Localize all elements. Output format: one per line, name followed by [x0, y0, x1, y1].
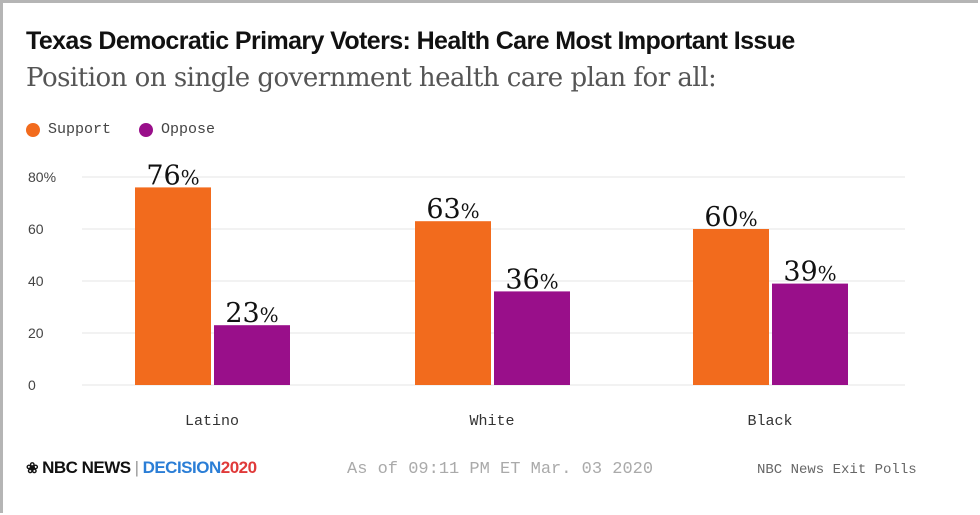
- x-tick-label: White: [469, 413, 514, 430]
- timestamp: As of 09:11 PM ET Mar. 03 2020: [347, 460, 654, 479]
- y-tick-label: 20: [28, 325, 44, 341]
- data-label: 39%: [783, 257, 836, 288]
- data-label: 36%: [505, 264, 558, 295]
- footer-logo: ❀ NBC NEWS | DECISION2020: [26, 458, 257, 478]
- legend-label-oppose: Oppose: [161, 121, 216, 138]
- bar-support: [693, 229, 769, 385]
- data-label: 23%: [225, 298, 278, 329]
- legend-item-support: Support: [26, 121, 111, 138]
- bar-support: [135, 187, 211, 385]
- y-tick-label: 40: [28, 273, 44, 289]
- decision-2020-logo: DECISION2020: [142, 458, 258, 478]
- bar-oppose: [772, 283, 848, 385]
- decision-year: 2020: [220, 458, 257, 477]
- bar-oppose: [494, 291, 570, 385]
- brand-separator: |: [134, 458, 139, 477]
- x-tick-label: Latino: [185, 413, 239, 430]
- legend-swatch-support: [26, 122, 40, 137]
- data-label: 76%: [146, 160, 199, 191]
- x-tick-label: Black: [747, 413, 792, 430]
- nbc-news-logo: ❀ NBC NEWS |: [26, 458, 139, 478]
- data-label: 60%: [704, 202, 757, 233]
- bar-oppose: [214, 325, 290, 385]
- legend-label-support: Support: [48, 121, 112, 138]
- y-tick-label: 0: [28, 377, 36, 393]
- peacock-icon: ❀: [26, 460, 39, 477]
- chart-subtitle: Position on single government health car…: [26, 63, 717, 93]
- brand-name: NBC NEWS: [42, 458, 131, 477]
- legend: Support Oppose: [26, 121, 215, 138]
- bar-support: [415, 221, 491, 385]
- legend-swatch-oppose: [139, 122, 154, 137]
- source-note: NBC News Exit Polls: [757, 462, 917, 478]
- y-tick-label: 80%: [28, 169, 56, 185]
- data-label: 63%: [426, 194, 479, 225]
- y-tick-label: 60: [28, 221, 44, 237]
- legend-item-oppose: Oppose: [139, 121, 215, 138]
- decision-text: DECISION: [142, 458, 222, 477]
- chart-title: Texas Democratic Primary Voters: Health …: [26, 27, 795, 55]
